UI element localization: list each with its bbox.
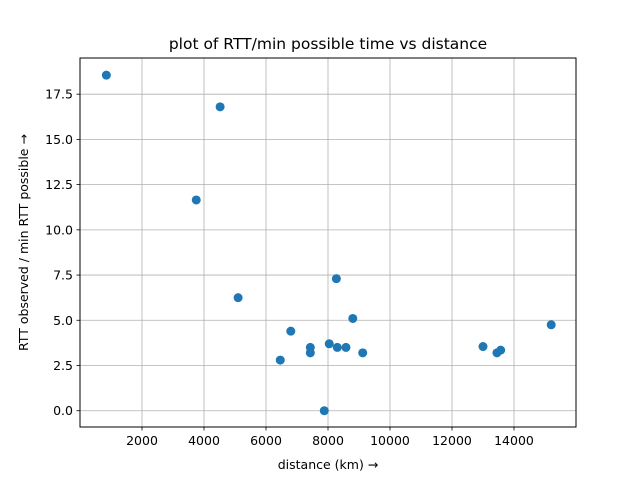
data-point [496,345,506,355]
data-point [358,348,368,358]
data-point [286,326,296,336]
grid-lines [80,58,576,427]
data-point [324,339,334,349]
data-point [305,348,315,358]
x-tick-label: 8000 [312,433,344,448]
data-points [101,70,556,416]
x-tick-label: 12000 [432,433,472,448]
data-point [319,406,329,416]
x-tick-label: 6000 [250,433,282,448]
y-axis-label: RTT observed / min RTT possible → [16,134,31,351]
data-point [191,195,201,205]
data-point [478,342,488,352]
x-tick-label: 4000 [188,433,220,448]
data-point [275,355,285,365]
data-point [332,342,342,352]
x-tick-label: 14000 [494,433,534,448]
y-tick-label: 0.0 [53,403,73,418]
data-point [331,274,341,284]
y-tick-label: 5.0 [53,313,73,328]
data-point [101,70,111,80]
data-point [348,313,358,323]
y-tick-label: 2.5 [53,358,73,373]
axis-ticks: 2000 4000 6000 8000 10000 12000 14000 0.0 2.5 5.0… [45,87,534,448]
data-point [341,342,351,352]
y-tick-label: 7.5 [53,268,73,283]
x-tick-label: 10000 [370,433,410,448]
y-tick-label: 17.5 [45,87,73,102]
x-axis-label: distance (km) → [278,457,379,472]
chart-title: plot of RTT/min possible time vs distanc… [169,35,487,53]
y-tick-label: 10.0 [45,222,73,237]
data-point [233,293,243,303]
y-tick-label: 15.0 [45,132,73,147]
data-point [215,102,225,112]
y-tick-label: 12.5 [45,177,73,192]
x-tick-label: 2000 [126,433,158,448]
data-point [546,320,556,330]
